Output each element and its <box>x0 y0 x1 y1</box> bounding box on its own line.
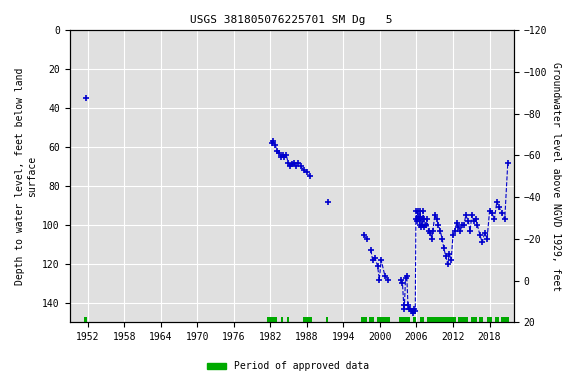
Bar <box>413 317 416 322</box>
Bar <box>479 317 483 322</box>
Bar <box>495 317 499 322</box>
Bar <box>458 317 468 322</box>
Bar <box>281 317 283 322</box>
Bar <box>327 317 328 322</box>
Bar <box>471 317 477 322</box>
Bar <box>369 317 374 322</box>
Bar <box>399 317 410 322</box>
Y-axis label: Groundwater level above NGVD 1929, feet: Groundwater level above NGVD 1929, feet <box>551 61 561 291</box>
Legend: Period of approved data: Period of approved data <box>203 358 373 375</box>
Bar <box>361 317 367 322</box>
Bar <box>287 317 289 322</box>
Bar <box>267 317 277 322</box>
Title: USGS 381805076225701 SM Dg   5: USGS 381805076225701 SM Dg 5 <box>191 15 393 25</box>
Bar <box>427 317 456 322</box>
Bar <box>501 317 509 322</box>
Bar <box>302 317 312 322</box>
Bar <box>420 317 424 322</box>
Y-axis label: Depth to water level, feet below land
surface: Depth to water level, feet below land su… <box>15 68 37 285</box>
Bar <box>377 317 390 322</box>
Bar <box>84 317 88 322</box>
Bar <box>487 317 492 322</box>
